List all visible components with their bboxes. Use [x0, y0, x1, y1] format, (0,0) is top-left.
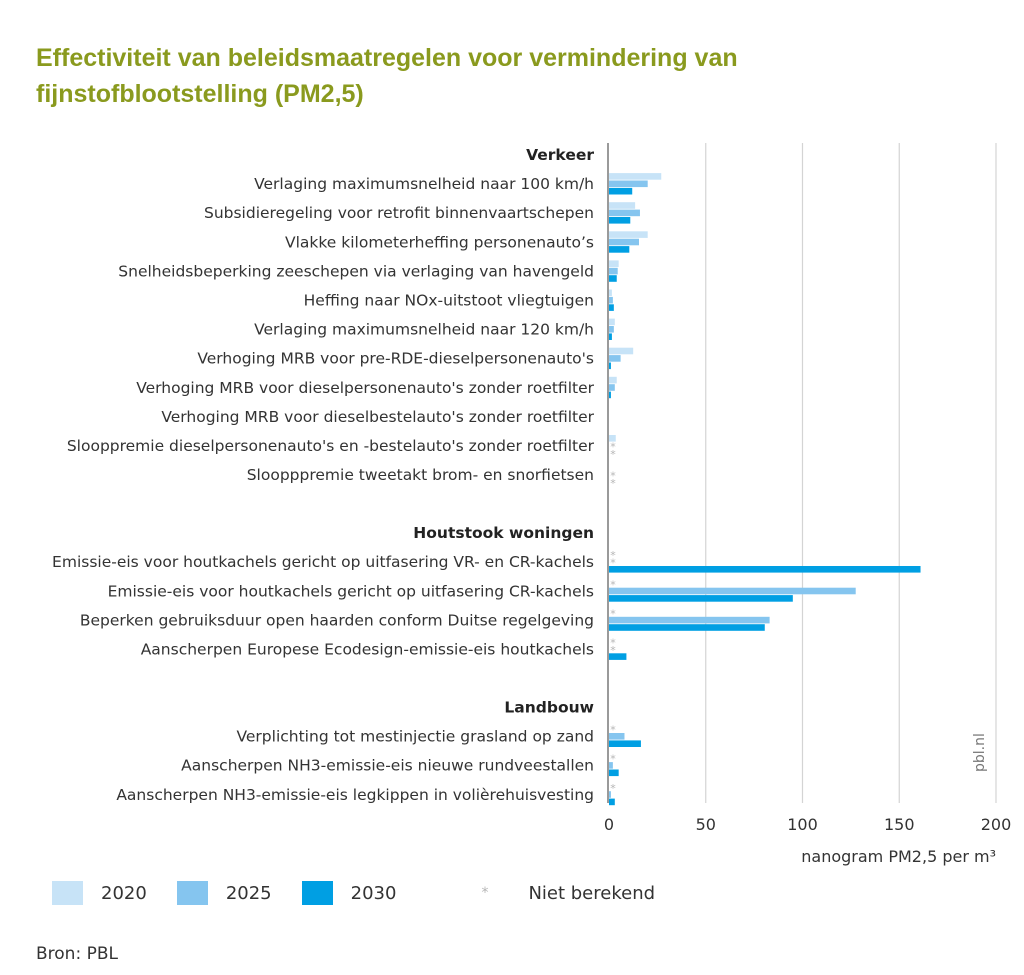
not-calculated-marker: * [610, 557, 616, 570]
bar-2025 [609, 384, 615, 391]
x-tick-label-100: 100 [787, 815, 818, 834]
bar-2025 [609, 296, 613, 304]
bar-2030 [609, 217, 631, 224]
category-label: Beperken gebruiksduur open haarden confo… [80, 611, 594, 629]
legend-swatch-2020 [52, 881, 83, 905]
bar-2025 [609, 587, 856, 595]
not-calculated-marker: * [610, 607, 616, 620]
legend-item-2020: 2020 [52, 881, 147, 905]
not-calculated-marker: * [610, 470, 616, 483]
legend-swatch-2025 [176, 881, 208, 905]
bar-2030 [609, 798, 615, 806]
bar-2025 [609, 180, 648, 188]
legend: 2020 2025 2030 * Niet berekend [52, 880, 655, 906]
legend-item-not-calculated: * Niet berekend [481, 883, 655, 904]
category-label: Slooppremie dieselpersonenauto's en -bes… [67, 437, 595, 455]
x-tick-label-200: 200 [981, 815, 1012, 834]
bar-2020 [609, 318, 615, 326]
not-calculated-marker: * [610, 549, 616, 562]
source-note: Bron: PBL [36, 944, 118, 964]
bar-2030 [609, 653, 627, 660]
category-label: Aanscherpen NH3-emissie-eis legkippen in… [116, 786, 594, 804]
chart-title: Effectiviteit van beleidsmaatregelen voo… [36, 44, 738, 108]
category-label: Sloopppremie tweetakt brom- en snorfiets… [247, 466, 594, 484]
bar-2020 [609, 347, 634, 355]
category-label: Vlakke kilometerheffing personenauto’s [285, 233, 594, 251]
legend-label-2030: 2030 [350, 882, 397, 904]
category-label: Emissie-eis voor houtkachels gericht op … [108, 582, 594, 600]
bar-2025 [609, 355, 621, 362]
bar-2030 [609, 333, 612, 340]
category-label: Aanscherpen Europese Ecodesign-emissie-e… [141, 641, 594, 659]
bar-2030 [609, 391, 611, 399]
bar-2025 [609, 209, 640, 217]
category-label: Verhoging MRB voor dieselpersonenauto's … [136, 379, 594, 397]
bar-2020 [609, 202, 636, 209]
bar-2030 [609, 595, 793, 602]
legend-item-2025: 2025 [176, 881, 272, 905]
bar-2030 [609, 246, 630, 253]
not-calculated-marker: * [610, 477, 616, 490]
bar-2020 [609, 231, 648, 238]
not-calculated-marker: * [610, 440, 616, 453]
bar-2020 [609, 376, 617, 384]
bar-2030 [609, 566, 921, 573]
not-calculated-marker: * [610, 578, 616, 591]
bar-2030 [609, 304, 614, 311]
category-label: Subsidieregeling voor retrofit binnenvaa… [204, 204, 594, 222]
category-label: Verhoging MRB voor pre-RDE-dieselpersone… [197, 350, 594, 368]
not-calculated-marker: * [610, 644, 616, 657]
category-label: Emissie-eis voor houtkachels gericht op … [52, 553, 594, 571]
bar-2020 [609, 173, 662, 180]
not-calculated-marker: * [610, 448, 616, 461]
category-label: Verhoging MRB voor dieselbestelauto's zo… [161, 408, 594, 426]
category-label: Verlaging maximumsnelheid naar 120 km/h [254, 321, 594, 339]
legend-label-2025: 2025 [225, 882, 272, 904]
not-calculated-marker: * [610, 753, 616, 766]
group-label: Verkeer [526, 146, 594, 164]
x-tick-label-150: 150 [884, 815, 915, 834]
bar-2025 [609, 762, 613, 769]
legend-label-not-calculated: Niet berekend [528, 882, 656, 904]
bar-2020 [609, 260, 619, 267]
category-label: Verlaging maximumsnelheid naar 100 km/h [254, 175, 594, 193]
legend-label-2020: 2020 [101, 882, 147, 904]
x-tick-label-0: 0 [604, 815, 614, 834]
bar-2025 [609, 326, 614, 333]
bar-2025 [609, 616, 770, 624]
bar-2030 [609, 740, 641, 747]
category-label: Verplichting tot mestinjectie grasland o… [237, 728, 595, 746]
not-calculated-marker: * [610, 637, 616, 650]
bar-2030 [609, 187, 633, 195]
watermark: pbl.nl [972, 733, 988, 772]
bar-2030 [609, 362, 611, 370]
bar-2030 [609, 624, 765, 631]
bar-2030 [609, 769, 619, 777]
bar-2025 [609, 791, 611, 798]
asterisk-icon: * [481, 885, 489, 901]
not-calculated-marker: * [610, 724, 616, 737]
category-label: Heffing naar NOx-uitstoot vliegtuigen [304, 292, 594, 310]
bar-2030 [609, 275, 617, 282]
category-label: Snelheidsbeperking zeeschepen via verlag… [118, 262, 594, 280]
x-tick-label-50: 50 [696, 815, 716, 834]
bar-2020 [609, 435, 616, 442]
group-label: Houtstook woningen [413, 524, 594, 542]
bar-2020 [609, 289, 612, 297]
legend-item-2030: 2030 [301, 881, 397, 905]
bar-2025 [609, 267, 618, 275]
not-calculated-marker: * [610, 782, 616, 795]
group-label: Landbouw [504, 699, 594, 717]
legend-swatch-2030 [301, 881, 333, 905]
bar-2025 [609, 238, 639, 246]
bar-2025 [609, 733, 625, 740]
category-label: Aanscherpen NH3-emissie-eis nieuwe rundv… [181, 757, 594, 775]
x-axis-label: nanogram PM2,5 per m³ [801, 847, 996, 866]
